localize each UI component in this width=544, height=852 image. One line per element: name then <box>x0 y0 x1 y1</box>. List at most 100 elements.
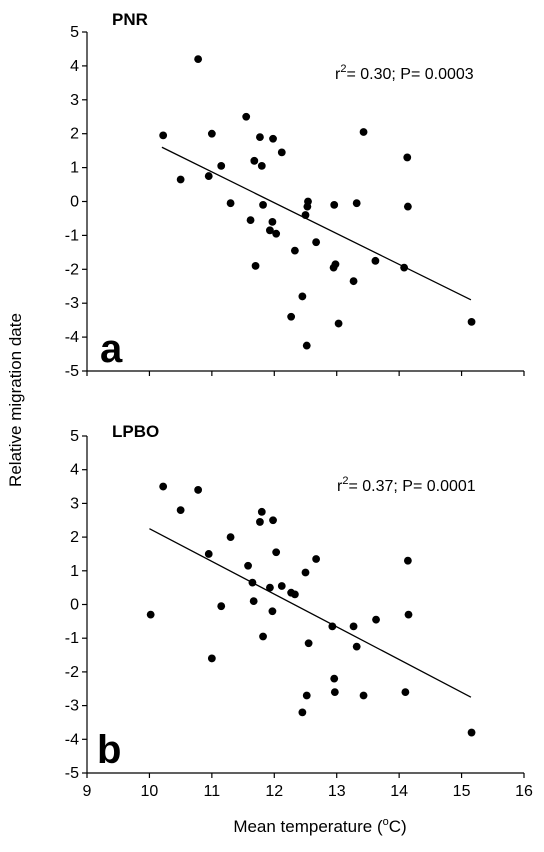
data-point <box>266 226 274 235</box>
y-tick-label: 4 <box>70 462 79 479</box>
y-tick-label: -3 <box>65 295 79 312</box>
trend-line <box>149 528 472 698</box>
x-tick-label: 14 <box>390 783 408 800</box>
data-point <box>248 578 257 587</box>
data-point <box>207 654 216 663</box>
data-point <box>176 506 185 515</box>
data-point <box>400 263 409 272</box>
y-axis-title: Relative migration date <box>6 313 25 487</box>
data-point <box>467 728 476 737</box>
y-tick-label: 0 <box>70 597 79 614</box>
data-point <box>268 217 277 226</box>
y-tick-label: 3 <box>70 92 79 109</box>
data-point <box>259 632 267 641</box>
data-point <box>269 134 277 143</box>
data-point <box>349 622 358 631</box>
y-tick-label: -4 <box>65 329 79 346</box>
data-point <box>287 312 296 321</box>
y-tick-label: -5 <box>65 363 79 380</box>
data-point <box>207 129 216 138</box>
data-point <box>277 148 286 157</box>
data-point <box>403 202 412 211</box>
data-point <box>217 602 226 611</box>
y-tick-label: -2 <box>65 261 79 278</box>
data-point <box>246 216 255 225</box>
panel-name: PNR <box>112 10 148 29</box>
x-tick-label: 9 <box>83 783 92 800</box>
stat-annotation: r2= 0.37; P= 0.0001 <box>337 475 476 495</box>
data-point <box>226 199 235 208</box>
x-tick-label: 16 <box>515 783 533 800</box>
data-point <box>349 277 358 286</box>
data-point <box>194 55 203 64</box>
data-point <box>467 317 476 326</box>
y-tick-label: 5 <box>70 24 79 41</box>
data-point <box>159 131 168 140</box>
data-point <box>302 341 311 350</box>
data-point <box>272 229 281 238</box>
data-point <box>301 211 310 219</box>
data-point <box>304 639 313 648</box>
data-point <box>257 507 266 516</box>
data-point <box>290 590 299 599</box>
data-point <box>272 548 281 557</box>
data-point <box>194 486 203 494</box>
data-point <box>352 642 361 651</box>
data-point <box>371 256 380 265</box>
data-point <box>298 708 307 717</box>
data-point <box>328 622 337 631</box>
data-point <box>401 688 410 697</box>
data-point <box>330 200 339 209</box>
data-point <box>226 533 235 541</box>
x-axis-title: Mean temperature (oC) <box>233 816 406 836</box>
y-ticks: 5 4 3 2 1 0 -1 -2 -3 -4 -5 <box>65 428 87 782</box>
data-point <box>359 128 368 136</box>
data-point <box>290 246 299 255</box>
y-tick-label: 2 <box>70 126 79 143</box>
data-point <box>250 156 259 165</box>
panel-letter: a <box>100 327 123 371</box>
data-point <box>403 556 412 565</box>
data-point <box>251 262 260 270</box>
x-tick-label: 11 <box>204 783 221 800</box>
y-tick-label: -3 <box>65 698 79 715</box>
data-point <box>146 610 155 619</box>
data-point <box>372 615 380 624</box>
panel-a: 5 4 3 2 1 0 -1 -2 -3 -4 -5 PNR r2= 0.30; P= 0.0003… <box>65 10 525 380</box>
x-tick-label: 15 <box>453 783 471 800</box>
data-point <box>301 568 310 577</box>
data-point <box>217 162 226 170</box>
y-tick-label: 0 <box>70 194 79 211</box>
y-tick-label: -4 <box>65 731 79 748</box>
data-point <box>304 197 312 206</box>
data-point <box>277 582 286 590</box>
data-point <box>256 518 264 526</box>
y-tick-label: -1 <box>65 227 79 244</box>
data-point <box>312 238 321 247</box>
data-point <box>259 200 267 209</box>
data-point <box>334 319 343 328</box>
panel-letter: b <box>97 728 121 772</box>
y-tick-label: 4 <box>70 58 79 75</box>
data-point <box>242 112 251 121</box>
data-point <box>256 133 264 141</box>
data-point <box>266 583 274 592</box>
y-ticks: 5 4 3 2 1 0 -1 -2 -3 -4 -5 <box>65 24 87 380</box>
data-point <box>302 691 311 700</box>
data-point <box>204 172 213 180</box>
y-tick-label: 5 <box>70 428 79 445</box>
data-point <box>249 597 258 606</box>
data-point <box>204 550 213 558</box>
data-point <box>269 516 277 525</box>
panel-name: LPBO <box>112 422 159 441</box>
data-point <box>268 607 277 616</box>
x-ticks: 9 10 11 12 13 14 15 16 <box>83 773 533 800</box>
data-point <box>176 175 185 184</box>
data-point <box>352 199 361 208</box>
y-tick-label: -1 <box>65 630 79 647</box>
y-tick-label: 1 <box>70 563 79 580</box>
x-tick-label: 12 <box>265 783 283 800</box>
data-point <box>330 674 339 683</box>
